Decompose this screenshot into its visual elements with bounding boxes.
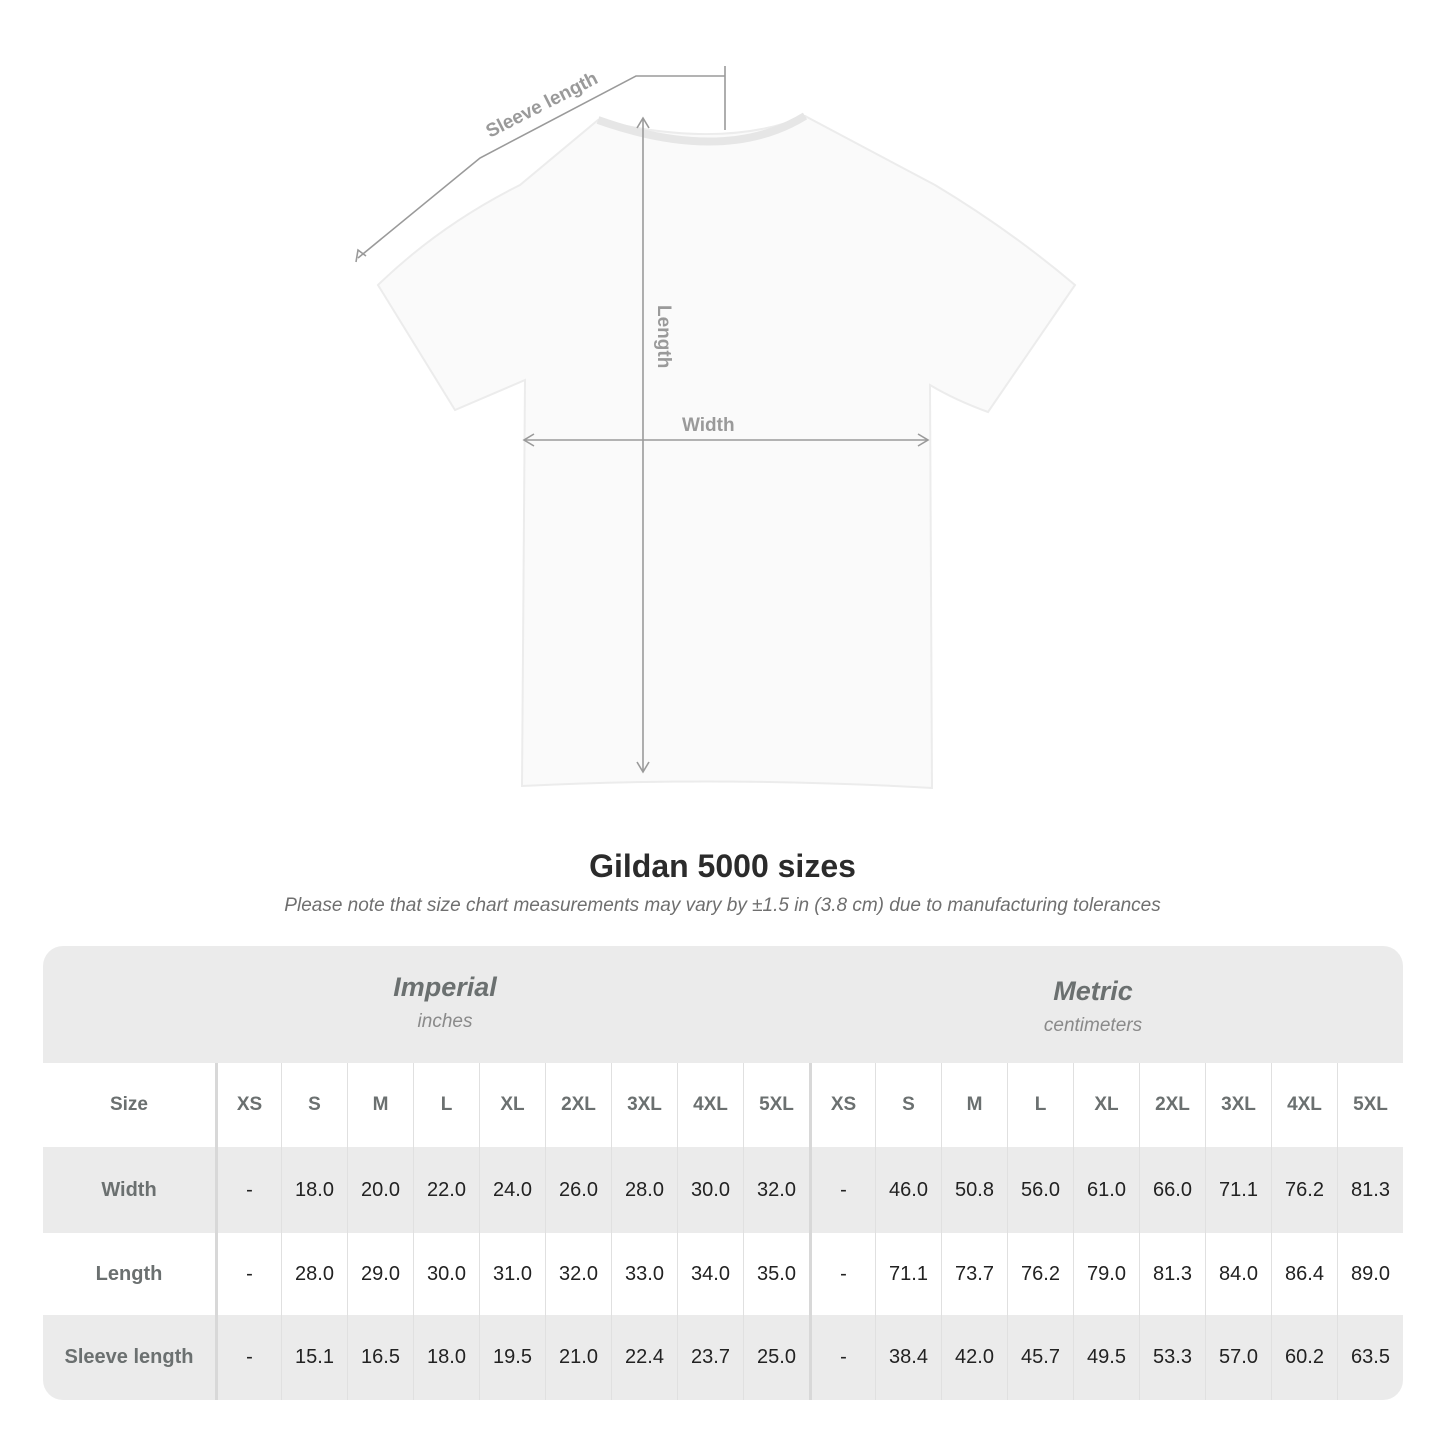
table-cell: 26.0 bbox=[545, 1147, 611, 1233]
length-label: Length bbox=[653, 305, 674, 368]
table-cell: 89.0 bbox=[1337, 1233, 1403, 1315]
table-cell: - bbox=[809, 1147, 875, 1233]
table-cell: 63.5 bbox=[1337, 1315, 1403, 1400]
table-cell: - bbox=[809, 1233, 875, 1315]
size-header-row: Size XS S M L XL 2XL 3XL 4XL 5XL XS S M L XL 2XL 3XL 4XL 5… bbox=[43, 1063, 1403, 1147]
table-cell: 84.0 bbox=[1205, 1233, 1271, 1315]
table-cell: 49.5 bbox=[1073, 1315, 1139, 1400]
metric-unit: centimeters bbox=[1043, 1015, 1143, 1036]
table-cell: 32.0 bbox=[545, 1233, 611, 1315]
width-label: Width bbox=[682, 415, 735, 436]
table-cell: 42.0 bbox=[941, 1315, 1007, 1400]
table-cell: 32.0 bbox=[743, 1147, 809, 1233]
table-cell: 15.1 bbox=[281, 1315, 347, 1400]
table-cell: 30.0 bbox=[677, 1147, 743, 1233]
table-cell: 19.5 bbox=[479, 1315, 545, 1400]
table-cell: 60.2 bbox=[1271, 1315, 1337, 1400]
size-column-header: L bbox=[413, 1063, 479, 1147]
size-table: Imperial inches Metric centimeters Size X… bbox=[43, 946, 1403, 1400]
page-title: Gildan 5000 sizes bbox=[589, 848, 856, 884]
imperial-unit: inches bbox=[417, 1011, 473, 1032]
size-column-header: 4XL bbox=[1271, 1063, 1337, 1147]
table-cell: - bbox=[215, 1233, 281, 1315]
imperial-title: Imperial bbox=[393, 972, 497, 1002]
table-cell: 79.0 bbox=[1073, 1233, 1139, 1315]
size-column-header: XL bbox=[1073, 1063, 1139, 1147]
size-column-header: 2XL bbox=[1139, 1063, 1205, 1147]
table-cell: 53.3 bbox=[1139, 1315, 1205, 1400]
table-cell: 31.0 bbox=[479, 1233, 545, 1315]
table-row: Length -28.0 29.0 30.0 31.0 32.0 33.0 34.0 35.0-… bbox=[43, 1233, 1403, 1315]
tshirt-image bbox=[376, 114, 1077, 790]
table-cell: 20.0 bbox=[347, 1147, 413, 1233]
table-cell: 76.2 bbox=[1271, 1147, 1337, 1233]
size-column-header: M bbox=[347, 1063, 413, 1147]
table-cell: 34.0 bbox=[677, 1233, 743, 1315]
table-cell: 30.0 bbox=[413, 1233, 479, 1315]
size-column-header: 5XL bbox=[743, 1063, 809, 1147]
table-cell: 29.0 bbox=[347, 1233, 413, 1315]
size-column-header: XS bbox=[809, 1063, 875, 1147]
table-cell: 86.4 bbox=[1271, 1233, 1337, 1315]
row-label: Sleeve length bbox=[64, 1346, 194, 1368]
tshirt-measurement-diagram: Sleeve length Length Width bbox=[355, 66, 1077, 790]
size-column-header: 4XL bbox=[677, 1063, 743, 1147]
table-cell: - bbox=[215, 1147, 281, 1233]
table-cell: 71.1 bbox=[875, 1233, 941, 1315]
table-cell: 56.0 bbox=[1007, 1147, 1073, 1233]
table-cell: 50.8 bbox=[941, 1147, 1007, 1233]
table-cell: 57.0 bbox=[1205, 1315, 1271, 1400]
table-cell: - bbox=[215, 1315, 281, 1400]
table-row: Sleeve length -15.1 16.5 18.0 19.5 21.0 22.4 23… bbox=[43, 1315, 1403, 1400]
table-cell: 71.1 bbox=[1205, 1147, 1271, 1233]
table-cell: 22.0 bbox=[413, 1147, 479, 1233]
table-cell: 76.2 bbox=[1007, 1233, 1073, 1315]
size-column-header: XS bbox=[215, 1063, 281, 1147]
table-cell: 22.4 bbox=[611, 1315, 677, 1400]
table-cell: 73.7 bbox=[941, 1233, 1007, 1315]
table-cell: 46.0 bbox=[875, 1147, 941, 1233]
table-cell: 23.7 bbox=[677, 1315, 743, 1400]
table-cell: 16.5 bbox=[347, 1315, 413, 1400]
size-column-header: 3XL bbox=[611, 1063, 677, 1147]
size-column-header: M bbox=[941, 1063, 1007, 1147]
size-column-header: 2XL bbox=[545, 1063, 611, 1147]
table-cell: 21.0 bbox=[545, 1315, 611, 1400]
size-column-header: S bbox=[281, 1063, 347, 1147]
table-cell: 24.0 bbox=[479, 1147, 545, 1233]
measurement-lines bbox=[355, 66, 930, 774]
row-label: Size bbox=[109, 1094, 149, 1115]
size-column-header: 3XL bbox=[1205, 1063, 1271, 1147]
row-label: Length bbox=[95, 1262, 163, 1285]
table-cell: 35.0 bbox=[743, 1233, 809, 1315]
row-label: Width bbox=[101, 1178, 157, 1201]
table-cell: 61.0 bbox=[1073, 1147, 1139, 1233]
size-column-header: L bbox=[1007, 1063, 1073, 1147]
metric-title: Metric bbox=[1053, 976, 1133, 1006]
table-cell: 81.3 bbox=[1139, 1233, 1205, 1315]
table-cell: 25.0 bbox=[743, 1315, 809, 1400]
size-column-header: XL bbox=[479, 1063, 545, 1147]
table-cell: 18.0 bbox=[413, 1315, 479, 1400]
tolerance-note: Please note that size chart measurements… bbox=[284, 895, 1161, 916]
table-row: Width -18.0 20.0 22.0 24.0 26.0 28.0 30.0 32.0-4… bbox=[43, 1147, 1403, 1233]
table-cell: 38.4 bbox=[875, 1315, 941, 1400]
table-cell: 28.0 bbox=[281, 1233, 347, 1315]
imperial-header: Imperial inches bbox=[345, 946, 545, 1063]
table-cell: 18.0 bbox=[281, 1147, 347, 1233]
table-cell: 45.7 bbox=[1007, 1315, 1073, 1400]
size-column-header: S bbox=[875, 1063, 941, 1147]
table-cell: 33.0 bbox=[611, 1233, 677, 1315]
table-cell: 81.3 bbox=[1337, 1147, 1403, 1233]
table-cell: 66.0 bbox=[1139, 1147, 1205, 1233]
size-column-header: 5XL bbox=[1337, 1063, 1403, 1147]
table-cell: - bbox=[809, 1315, 875, 1400]
table-cell: 28.0 bbox=[611, 1147, 677, 1233]
metric-header: Metric centimeters bbox=[993, 950, 1193, 1067]
